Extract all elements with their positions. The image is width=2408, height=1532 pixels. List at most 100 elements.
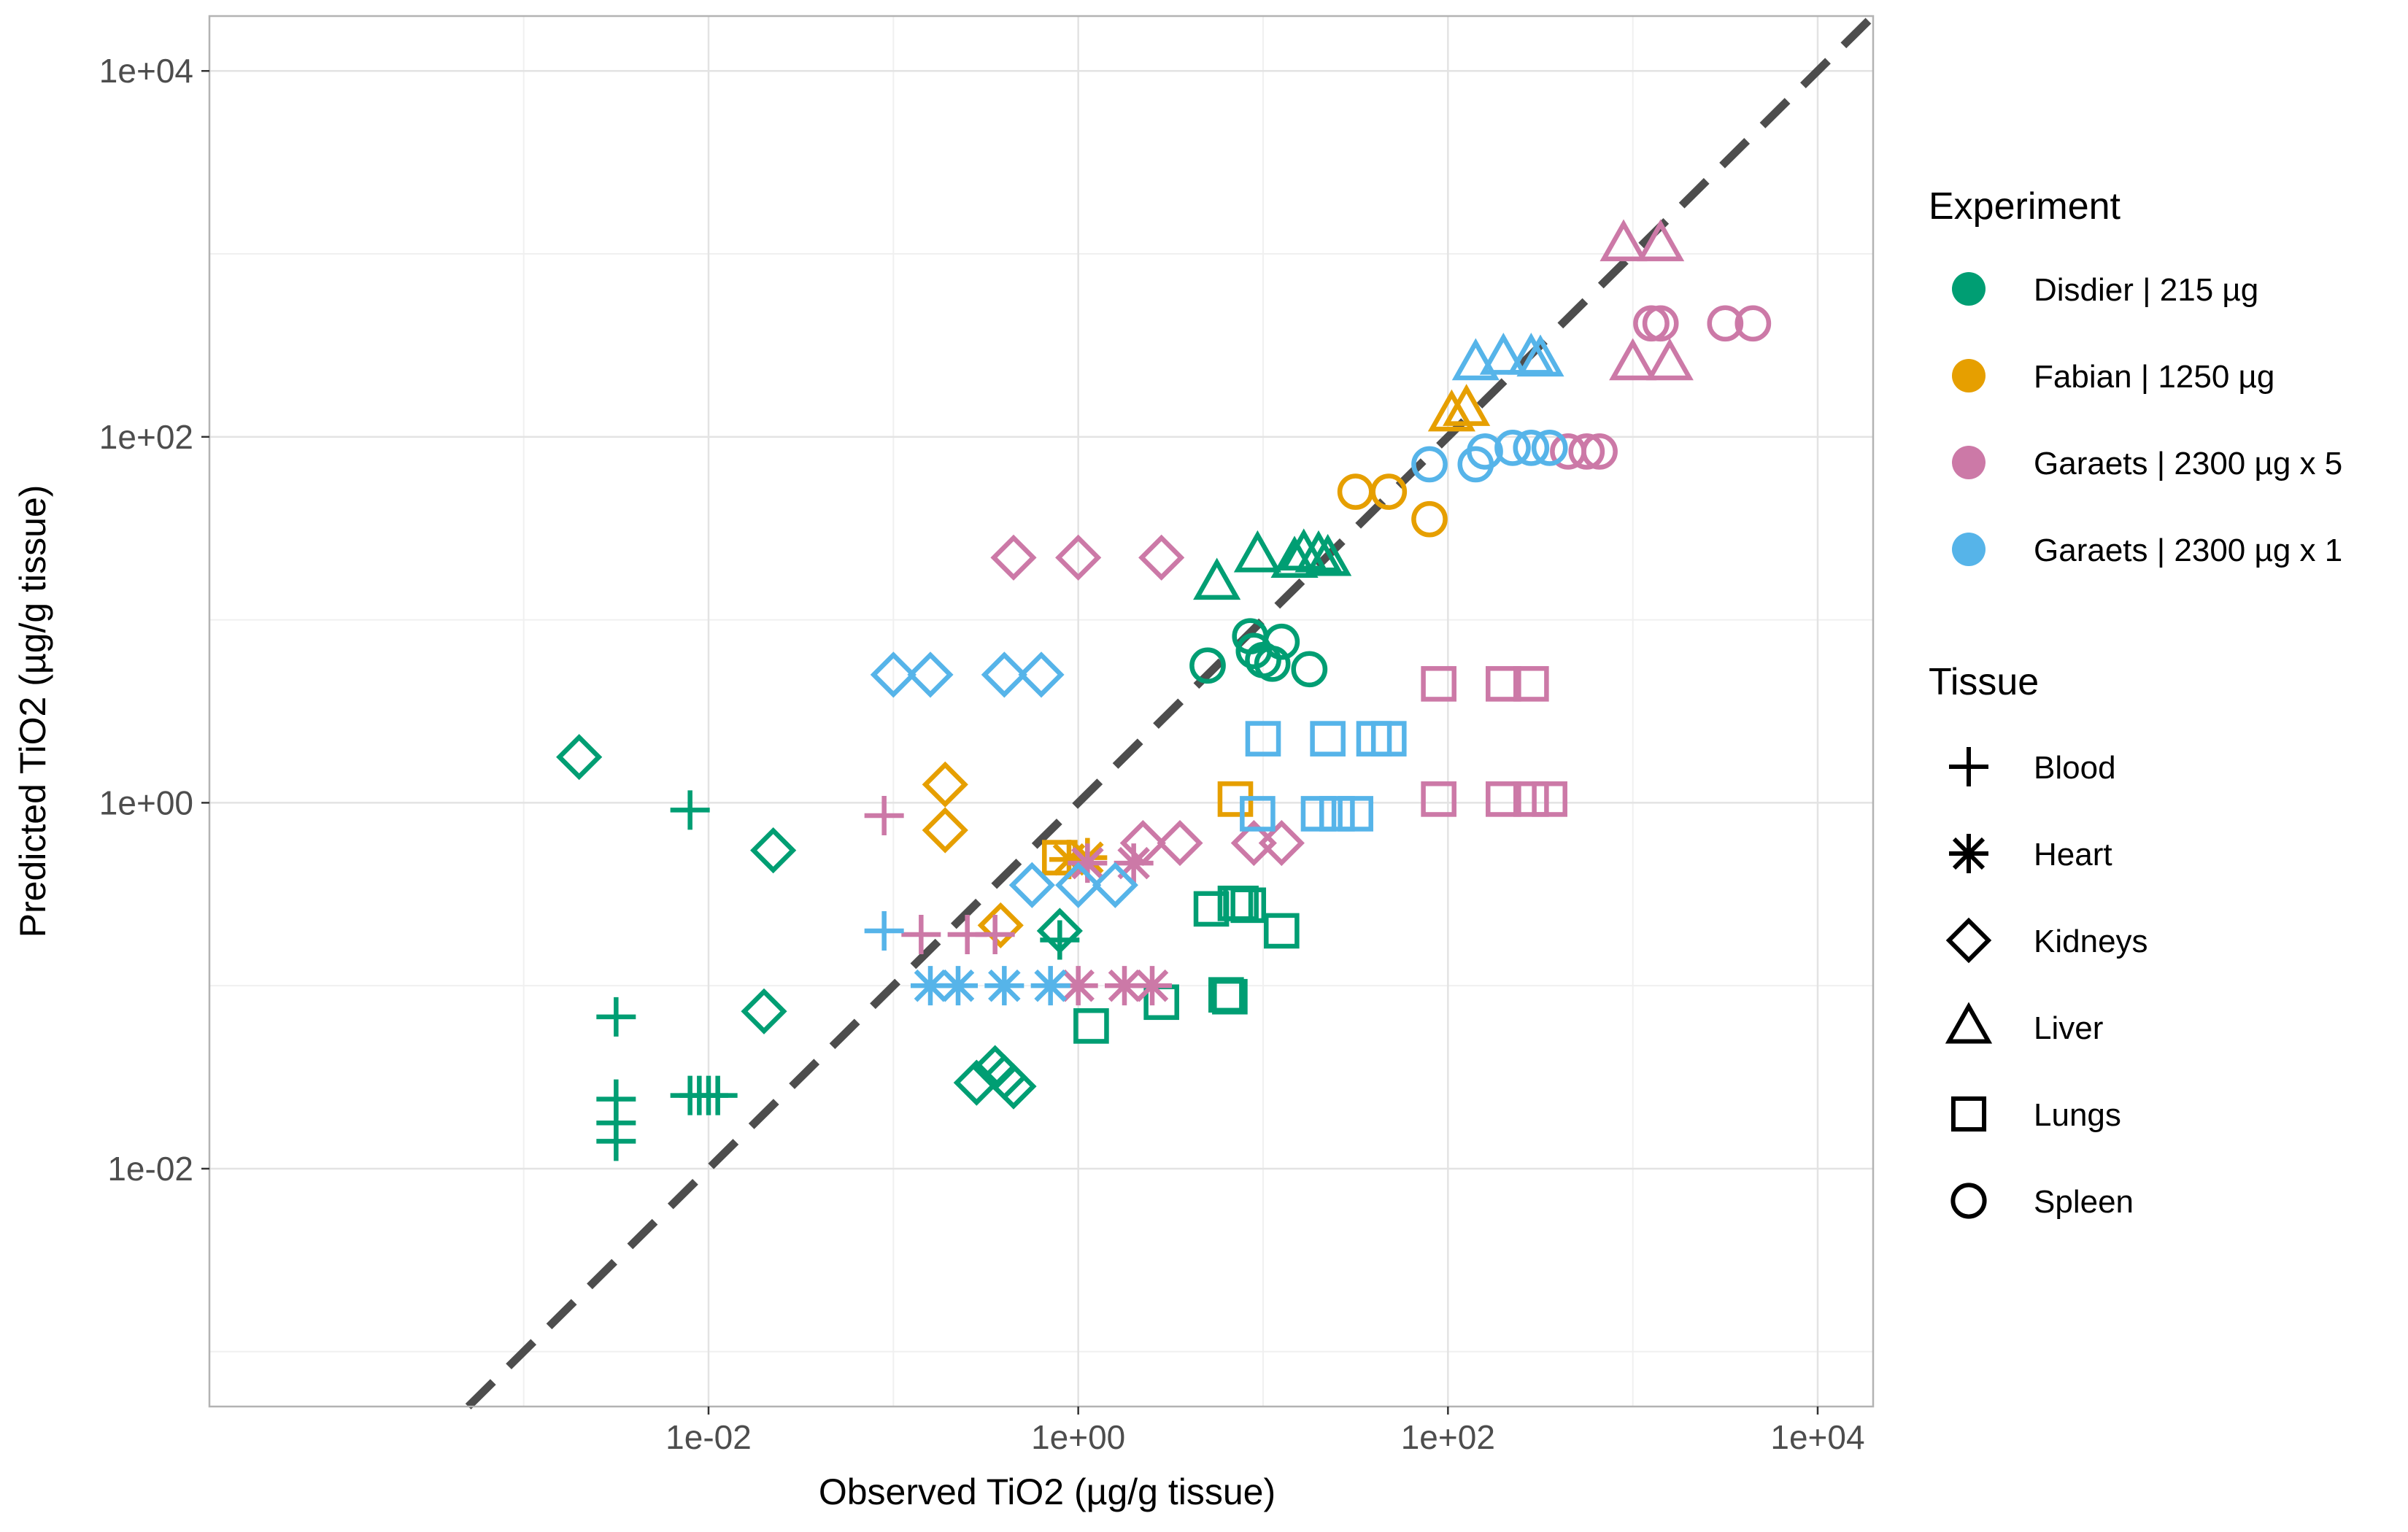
legend-experiment-title: Experiment — [1929, 185, 2121, 228]
circle-icon — [1950, 1183, 1987, 1219]
data-point-blood — [864, 910, 904, 951]
series-disdier-215-g — [556, 528, 1352, 1161]
data-point-kidneys — [1258, 819, 1305, 867]
data-point-lungs — [1073, 1008, 1109, 1044]
data-point-kidneys — [1157, 819, 1203, 867]
data-point-kidneys — [750, 827, 797, 874]
data-point-kidneys — [907, 651, 954, 698]
data-point-kidneys — [556, 734, 603, 781]
data-point-kidneys — [922, 807, 968, 854]
legend-swatch — [1952, 272, 1986, 306]
data-point-spleen — [1467, 433, 1503, 470]
data-point-spleen — [1189, 647, 1226, 684]
plus-icon — [1949, 747, 1988, 786]
data-point-kidneys — [1092, 862, 1138, 908]
data-point-liver — [1645, 338, 1694, 381]
y-tick-label: 1e-02 — [107, 1150, 193, 1188]
data-point-heart — [1132, 966, 1172, 1006]
data-point-kidneys — [990, 1063, 1037, 1110]
legend-tissue-label: Blood — [2034, 750, 2116, 786]
data-point-spleen — [1642, 305, 1679, 342]
y-tick-label: 1e+04 — [99, 52, 193, 90]
data-point-liver — [1233, 530, 1281, 573]
data-point-blood — [596, 997, 636, 1037]
data-point-kidneys — [1018, 651, 1065, 698]
x-tick-label: 1e+02 — [1401, 1418, 1495, 1456]
data-point-liver — [1637, 219, 1685, 262]
data-point-kidneys — [1138, 534, 1185, 581]
y-tick-label: 1e+00 — [99, 784, 193, 821]
data-point-kidneys — [1036, 908, 1083, 954]
legend-experiment-label: Garaets | 2300 µg x 5 — [2034, 446, 2342, 481]
data-point-liver — [1294, 530, 1343, 573]
data-point-kidneys — [990, 534, 1037, 581]
data-point-lungs — [1370, 721, 1407, 757]
asterisk-icon — [1949, 834, 1988, 873]
legend-tissue-label: Kidneys — [2034, 924, 2148, 959]
data-point-kidneys — [977, 902, 1024, 949]
x-tick-label: 1e+00 — [1031, 1418, 1125, 1456]
data-point-lungs — [1042, 840, 1078, 875]
data-point-lungs — [1264, 913, 1300, 949]
grid-major — [209, 16, 1873, 1407]
data-point-kidneys — [1119, 819, 1166, 867]
data-point-liver — [1427, 389, 1475, 432]
data-point-liver — [1443, 384, 1491, 426]
data-point-blood — [698, 1075, 738, 1115]
data-point-blood — [596, 1121, 636, 1161]
identity-reference-line — [465, 13, 1876, 1409]
data-point-liver — [1193, 557, 1241, 600]
data-point-spleen — [1633, 305, 1670, 342]
data-points — [556, 219, 1772, 1161]
legend: Experiment Disdier | 215 µg Fabian | 1250… — [1929, 185, 2342, 1220]
legend-swatch — [1952, 533, 1986, 566]
data-point-lungs — [1240, 796, 1276, 832]
data-point-lungs — [1486, 666, 1521, 702]
data-point-spleen — [1370, 473, 1408, 510]
data-point-kidneys — [922, 761, 968, 808]
data-point-blood — [864, 795, 904, 835]
legend-swatch — [1952, 359, 1986, 392]
legend-experiment-label: Garaets | 2300 µg x 1 — [2034, 533, 2342, 568]
data-point-spleen — [1734, 305, 1772, 342]
data-point-blood — [901, 914, 941, 954]
data-point-lungs — [1319, 796, 1355, 832]
y-tick-label: 1e+02 — [99, 418, 193, 456]
data-point-lungs — [1338, 796, 1373, 832]
data-point-heart — [984, 966, 1024, 1006]
square-icon — [1950, 1096, 1987, 1132]
data-point-heart — [1058, 966, 1098, 1006]
data-point-spleen — [1411, 500, 1448, 538]
data-point-spleen — [1531, 430, 1568, 466]
data-point-spleen — [1494, 430, 1531, 466]
data-point-spleen — [1254, 645, 1291, 682]
data-point-liver — [1479, 333, 1527, 375]
x-tick-label: 1e+04 — [1770, 1418, 1864, 1456]
data-point-lungs — [1230, 887, 1267, 924]
data-point-lungs — [1513, 666, 1549, 702]
data-point-spleen — [1581, 433, 1618, 470]
legend-tissue-entries: Blood Heart Kidneys Liver Lungs Spleen — [1945, 747, 2148, 1220]
data-point-liver — [1599, 219, 1648, 262]
x-axis-ticks: 1e-02 1e+00 1e+02 1e+04 — [665, 1407, 1865, 1456]
legend-tissue-label: Liver — [2034, 1010, 2103, 1046]
data-point-kidneys — [870, 651, 916, 698]
data-point-lungs — [1300, 796, 1337, 832]
data-point-lungs — [1513, 781, 1549, 817]
x-axis-title: Observed TiO2 (µg/g tissue) — [819, 1471, 1276, 1512]
data-point-spleen — [1291, 651, 1328, 688]
data-point-kidneys — [1055, 862, 1102, 908]
y-axis-ticks: 1e-02 1e+00 1e+02 1e+04 — [99, 52, 209, 1188]
legend-experiment-label: Disdier | 215 µg — [2034, 272, 2258, 308]
legend-experiment-label: Fabian | 1250 µg — [2034, 359, 2274, 395]
data-point-heart — [1114, 843, 1154, 883]
data-point-blood — [975, 914, 1015, 954]
data-point-spleen — [1568, 433, 1605, 470]
data-point-liver — [1609, 338, 1657, 381]
data-point-heart — [911, 966, 950, 1006]
data-point-kidneys — [953, 1059, 1000, 1106]
data-point-spleen — [1411, 446, 1448, 483]
data-point-liver — [1516, 334, 1564, 377]
